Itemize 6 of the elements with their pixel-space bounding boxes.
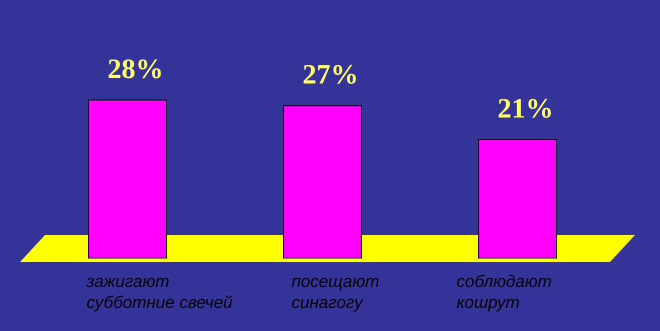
x-tick-label: соблюдают кошрут <box>456 272 552 312</box>
x-tick-label: зажигают субботние свечей <box>86 272 234 312</box>
data-label: 27% <box>302 60 358 91</box>
data-label: 28% <box>108 54 164 85</box>
data-label: 21% <box>498 94 554 124</box>
x-tick-label: посещают синагогу <box>292 272 380 312</box>
